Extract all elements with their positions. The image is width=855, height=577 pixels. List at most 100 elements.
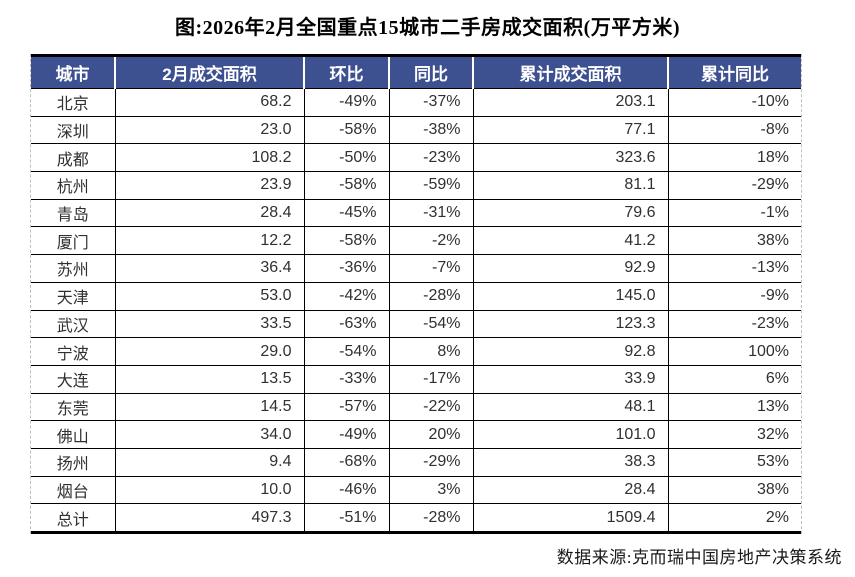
- city-cell: 大连: [31, 364, 116, 394]
- value-cell: 28.4: [473, 475, 669, 504]
- value-cell: -36%: [304, 254, 390, 283]
- value-cell: 41.2: [473, 226, 669, 255]
- value-cell: -8%: [668, 115, 801, 144]
- table-header-row: 城市 2月成交面积 环比 同比 累计成交面积 累计同比: [31, 55, 801, 89]
- data-source-note: 数据来源:克而瑞中国房地产决策系统: [556, 548, 842, 567]
- table-row: 天津 53.0 -42% -28% 145.0 -9%: [31, 281, 801, 310]
- table-row: 东莞 14.5 -57% -22% 48.1 13%: [31, 392, 801, 421]
- table-row: 佛山 34.0 -49% 20% 101.0 32%: [31, 420, 801, 449]
- value-cell: -23%: [668, 309, 801, 338]
- value-cell: -38%: [389, 115, 474, 144]
- value-cell: 10.0: [115, 475, 305, 504]
- value-cell: 13.5: [115, 364, 305, 394]
- value-cell: 101.0: [473, 420, 669, 449]
- table-row: 武汉 33.5 -63% -54% 123.3 -23%: [31, 309, 801, 338]
- value-cell: 34.0: [115, 420, 305, 449]
- value-cell: -42%: [304, 281, 390, 310]
- value-cell: 38%: [668, 226, 801, 255]
- value-cell: -49%: [304, 88, 390, 117]
- value-cell: 108.2: [115, 143, 305, 172]
- value-cell: -10%: [668, 88, 801, 117]
- column-header-2: 2月成交面积: [115, 55, 305, 89]
- value-cell: 497.3: [115, 503, 305, 533]
- value-cell: 323.6: [473, 143, 669, 172]
- table-row: 杭州 23.9 -58% -59% 81.1 -29%: [31, 171, 801, 200]
- figure-title: 图:2026年2月全国重点15城市二手房成交面积(万平方米): [175, 17, 680, 39]
- column-header-4: 同比: [389, 55, 474, 89]
- column-header-1: 城市: [31, 55, 116, 89]
- value-cell: -2%: [389, 226, 474, 255]
- city-cell: 青岛: [31, 198, 116, 227]
- value-cell: 18%: [668, 143, 801, 172]
- value-cell: 77.1: [473, 115, 669, 144]
- value-cell: 23.9: [115, 171, 305, 200]
- value-cell: 48.1: [473, 392, 669, 421]
- value-cell: 8%: [389, 337, 474, 366]
- value-cell: -17%: [389, 364, 474, 394]
- value-cell: -31%: [389, 198, 474, 227]
- value-cell: 38%: [668, 475, 801, 504]
- value-cell: 29.0: [115, 337, 305, 366]
- value-cell: -29%: [668, 171, 801, 200]
- value-cell: 36.4: [115, 254, 305, 283]
- value-cell: -45%: [304, 198, 390, 227]
- value-cell: 68.2: [115, 88, 305, 117]
- value-cell: 123.3: [473, 309, 669, 338]
- value-cell: -37%: [389, 88, 474, 117]
- value-cell: 12.2: [115, 226, 305, 255]
- value-cell: -29%: [389, 447, 474, 477]
- value-cell: -63%: [304, 309, 390, 338]
- table-row: 大连 13.5 -33% -17% 33.9 6%: [31, 364, 801, 394]
- column-header-3: 环比: [304, 55, 390, 89]
- value-cell: 38.3: [473, 447, 669, 477]
- city-cell: 天津: [31, 281, 116, 310]
- value-cell: -59%: [389, 171, 474, 200]
- city-transactions-table: 城市 2月成交面积 环比 同比 累计成交面积 累计同比 北京 68.2 -49% -37% 203…: [31, 54, 801, 534]
- city-cell: 武汉: [31, 309, 116, 338]
- value-cell: 28.4: [115, 198, 305, 227]
- value-cell: 81.1: [473, 171, 669, 200]
- city-cell: 深圳: [31, 115, 116, 144]
- city-cell: 扬州: [31, 447, 116, 477]
- value-cell: -51%: [304, 503, 390, 533]
- value-cell: 20%: [389, 420, 474, 449]
- value-cell: -28%: [389, 503, 474, 533]
- table-row: 青岛 28.4 -45% -31% 79.6 -1%: [31, 198, 801, 227]
- value-cell: 6%: [668, 364, 801, 394]
- city-cell: 北京: [31, 88, 116, 117]
- value-cell: 53%: [668, 447, 801, 477]
- value-cell: -54%: [304, 337, 390, 366]
- value-cell: -54%: [389, 309, 474, 338]
- column-header-6: 累计同比: [668, 55, 801, 89]
- table-row: 扬州 9.4 -68% -29% 38.3 53%: [31, 447, 801, 477]
- value-cell: -9%: [668, 281, 801, 310]
- city-cell: 厦门: [31, 226, 116, 255]
- table-body: 北京 68.2 -49% -37% 203.1 -10% 深圳 23.0 -58% -38% 77.…: [31, 88, 801, 533]
- city-cell: 烟台: [31, 475, 116, 504]
- value-cell: 53.0: [115, 281, 305, 310]
- value-cell: -58%: [304, 115, 390, 144]
- value-cell: 33.5: [115, 309, 305, 338]
- value-cell: -49%: [304, 420, 390, 449]
- table-row: 深圳 23.0 -58% -38% 77.1 -8%: [31, 115, 801, 144]
- value-cell: 9.4: [115, 447, 305, 477]
- value-cell: 33.9: [473, 364, 669, 394]
- value-cell: 13%: [668, 392, 801, 421]
- column-header-5: 累计成交面积: [473, 55, 669, 89]
- value-cell: 92.8: [473, 337, 669, 366]
- city-cell: 东莞: [31, 392, 116, 421]
- value-cell: -58%: [304, 226, 390, 255]
- city-cell: 宁波: [31, 337, 116, 366]
- value-cell: -33%: [304, 364, 390, 394]
- table-row: 成都 108.2 -50% -23% 323.6 18%: [31, 143, 801, 172]
- value-cell: -58%: [304, 171, 390, 200]
- value-cell: -50%: [304, 143, 390, 172]
- table-row: 厦门 12.2 -58% -2% 41.2 38%: [31, 226, 801, 255]
- table-row: 宁波 29.0 -54% 8% 92.8 100%: [31, 337, 801, 366]
- value-cell: 100%: [668, 337, 801, 366]
- value-cell: -1%: [668, 198, 801, 227]
- value-cell: -22%: [389, 392, 474, 421]
- city-cell: 杭州: [31, 171, 116, 200]
- data-table-container: 城市 2月成交面积 环比 同比 累计成交面积 累计同比 北京 68.2 -49% -37% 203…: [30, 54, 802, 534]
